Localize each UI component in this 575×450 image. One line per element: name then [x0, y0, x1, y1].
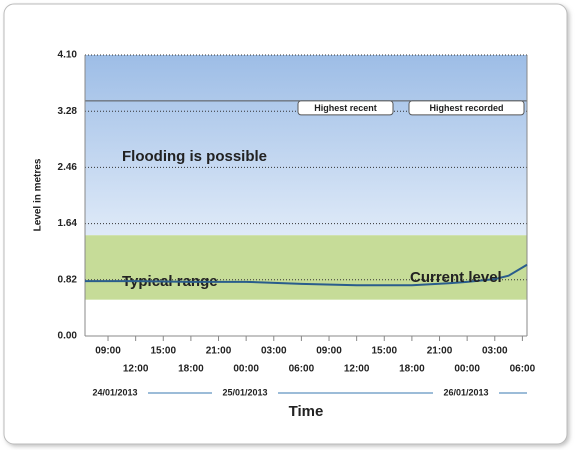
- x-tick-label: 00:00: [233, 364, 259, 375]
- series-line: [85, 263, 528, 287]
- date-bg: [433, 386, 499, 400]
- y-tick-label: 0.82: [58, 274, 78, 285]
- y-tick-label: 2.46: [58, 162, 78, 173]
- date-bg: [212, 386, 278, 400]
- date-label: 24/01/2013: [92, 387, 137, 397]
- x-tick-label: 09:00: [95, 346, 121, 357]
- x-tick-label: 21:00: [427, 346, 453, 357]
- y-tick-label: 0.00: [58, 331, 78, 342]
- x-tick-label: 06:00: [289, 364, 315, 375]
- date-label: 26/01/2013: [443, 387, 488, 397]
- x-tick-label: 06:00: [510, 364, 536, 375]
- threshold-box: [297, 100, 394, 116]
- x-tick-label: 00:00: [454, 364, 480, 375]
- band: [85, 235, 527, 300]
- threshold-box: [408, 100, 525, 116]
- x-tick-label: 18:00: [399, 364, 425, 375]
- x-tick-label: 03:00: [482, 346, 508, 357]
- x-tick-label: 12:00: [123, 364, 149, 375]
- x-tick-label: 03:00: [261, 346, 287, 357]
- x-axis-label: Time: [289, 403, 324, 420]
- y-tick-label: 3.28: [58, 106, 78, 117]
- threshold-label: Highest recent: [314, 103, 377, 113]
- y-axis-label: Level in metres: [33, 158, 44, 231]
- x-tick-label: 15:00: [371, 346, 397, 357]
- x-tick-label: 18:00: [178, 364, 204, 375]
- date-label: 25/01/2013: [222, 387, 267, 397]
- x-tick-label: 09:00: [316, 346, 342, 357]
- y-tick-label: 1.64: [58, 218, 78, 229]
- threshold-label: Highest recorded: [429, 103, 503, 113]
- band: [85, 55, 527, 236]
- band-label: Flooding is possible: [122, 148, 267, 165]
- date-bg: [82, 386, 148, 400]
- x-tick-label: 21:00: [206, 346, 232, 357]
- y-tick-label: 4.10: [58, 50, 78, 61]
- series-label: Current level: [410, 269, 502, 286]
- x-tick-label: 15:00: [150, 346, 176, 357]
- x-tick-label: 12:00: [344, 364, 370, 375]
